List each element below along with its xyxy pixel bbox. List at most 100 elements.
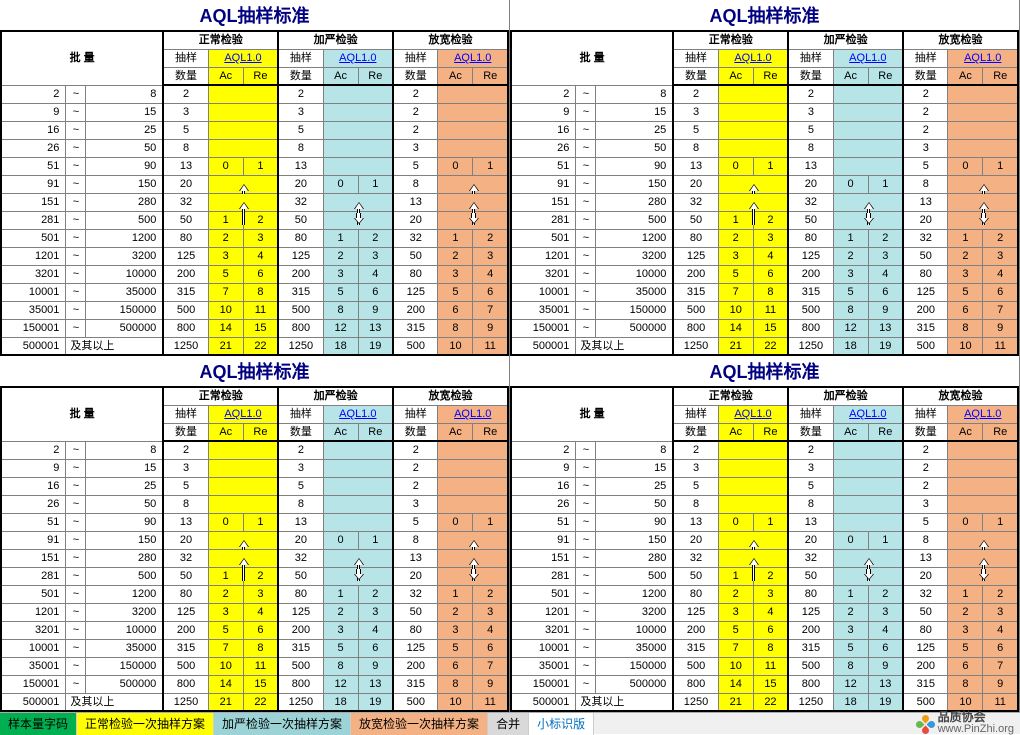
logo-text: 品质协会www.PinZhi.org [938, 712, 1014, 735]
table-row: 9~15 3 3 2 [1, 459, 508, 477]
table-row: 10001~35000 31578 31556 12556 [511, 639, 1018, 657]
sheet-tab[interactable]: 小标识版 [529, 713, 594, 735]
table-row: 10001~35000 31578 31556 12556 [1, 639, 508, 657]
table-row: 1201~3200 12534 12523 5023 [1, 247, 508, 265]
reduced-header: 放宽检验 [393, 387, 508, 405]
table-row: 16~25 5 5 2 [511, 121, 1018, 139]
normal-header: 正常检验 [163, 387, 278, 405]
table-row: 91~150 20 2001 8 [511, 175, 1018, 193]
table-row: 35001~150000 5001011 50089 20067 [511, 301, 1018, 319]
table-row: 151~280 32 32 13 [1, 549, 508, 567]
table-row: 501~1200 8023 8012 3212 [511, 585, 1018, 603]
table-row: 501~1200 8023 8012 3212 [1, 229, 508, 247]
sheet-tab[interactable]: 正常检验一次抽样方案 [77, 713, 214, 735]
normal-header: 正常检验 [163, 31, 278, 49]
panel-title: AQL抽样标准 [0, 356, 509, 386]
table-row: 151~280 32 32 13 [1, 193, 508, 211]
table-row: 150001~500000 8001415 8001213 31589 [1, 675, 508, 693]
table-row: 91~150 20 2001 8 [511, 531, 1018, 549]
aql-panel: AQL抽样标准 批 量 正常检验 加严检验 放宽检验 抽样AQL1.0 抽样AQ… [0, 0, 510, 356]
sheet-tab[interactable]: 放宽检验一次抽样方案 [351, 713, 488, 735]
table-row: 91~150 20 2001 8 [1, 175, 508, 193]
aql-panel: AQL抽样标准 批 量 正常检验 加严检验 放宽检验 抽样AQL1.0 抽样AQ… [510, 356, 1020, 712]
tight-header: 加严检验 [278, 387, 393, 405]
aql-table: 批 量 正常检验 加严检验 放宽检验 抽样AQL1.0 抽样AQL1.0 抽样A… [0, 386, 509, 712]
table-row: 35001~150000 5001011 50089 20067 [511, 657, 1018, 675]
table-row: 35001~150000 5001011 50089 20067 [1, 657, 508, 675]
aql-table: 批 量 正常检验 加严检验 放宽检验 抽样AQL1.0 抽样AQL1.0 抽样A… [510, 30, 1019, 356]
sheet-tab[interactable]: 加严检验一次抽样方案 [214, 713, 351, 735]
table-row: 1201~3200 12534 12523 5023 [511, 247, 1018, 265]
table-row: 9~15 3 3 2 [1, 103, 508, 121]
lot-header: 批 量 [1, 387, 163, 441]
sheet: AQL抽样标准 批 量 正常检验 加严检验 放宽检验 抽样AQL1.0 抽样AQ… [0, 0, 1020, 734]
table-row: 150001~500000 8001415 8001213 31589 [511, 319, 1018, 337]
normal-header: 正常检验 [673, 31, 788, 49]
table-row: 2~8 2 2 2 [511, 85, 1018, 103]
table-row: 51~90 1301 13 501 [1, 513, 508, 531]
table-row: 1201~3200 12534 12523 5023 [511, 603, 1018, 621]
tight-header: 加严检验 [788, 31, 903, 49]
table-row: 10001~35000 31578 31556 12556 [511, 283, 1018, 301]
table-row: 91~150 20 2001 8 [1, 531, 508, 549]
table-row: 16~25 5 5 2 [1, 477, 508, 495]
reduced-header: 放宽检验 [393, 31, 508, 49]
logo: 品质协会www.PinZhi.org [916, 712, 1020, 735]
table-row: 150001~500000 8001415 8001213 31589 [1, 319, 508, 337]
table-row: 150001~500000 8001415 8001213 31589 [511, 675, 1018, 693]
table-row: 281~500 5012 50 20 [511, 211, 1018, 229]
lot-header: 批 量 [511, 31, 673, 85]
table-row: 16~25 5 5 2 [1, 121, 508, 139]
normal-header: 正常检验 [673, 387, 788, 405]
table-row: 500001及其以上 12502122 12501819 5001011 [511, 337, 1018, 355]
table-row: 281~500 5012 50 20 [511, 567, 1018, 585]
table-row: 51~90 1301 13 501 [511, 513, 1018, 531]
table-row: 3201~10000 20056 20034 8034 [511, 265, 1018, 283]
reduced-header: 放宽检验 [903, 387, 1018, 405]
tight-header: 加严检验 [788, 387, 903, 405]
table-row: 9~15 3 3 2 [511, 459, 1018, 477]
quad-grid: AQL抽样标准 批 量 正常检验 加严检验 放宽检验 抽样AQL1.0 抽样AQ… [0, 0, 1020, 712]
table-row: 500001及其以上 12502122 12501819 5001011 [511, 693, 1018, 711]
table-row: 151~280 32 32 13 [511, 549, 1018, 567]
aql-panel: AQL抽样标准 批 量 正常检验 加严检验 放宽检验 抽样AQL1.0 抽样AQ… [0, 356, 510, 712]
table-row: 500001及其以上 12502122 12501819 5001011 [1, 337, 508, 355]
aql-table: 批 量 正常检验 加严检验 放宽检验 抽样AQL1.0 抽样AQL1.0 抽样A… [510, 386, 1019, 712]
sheet-tab[interactable]: 样本量字码 [0, 713, 77, 735]
table-row: 281~500 5012 50 20 [1, 567, 508, 585]
tab-bar: 样本量字码正常检验一次抽样方案加严检验一次抽样方案放宽检验一次抽样方案合并小标识… [0, 712, 1020, 734]
logo-icon [916, 715, 934, 733]
aql-panel: AQL抽样标准 批 量 正常检验 加严检验 放宽检验 抽样AQL1.0 抽样AQ… [510, 0, 1020, 356]
sheet-tab[interactable]: 合并 [488, 713, 529, 735]
table-row: 26~50 8 8 3 [511, 495, 1018, 513]
table-row: 26~50 8 8 3 [511, 139, 1018, 157]
table-row: 3201~10000 20056 20034 8034 [1, 621, 508, 639]
table-row: 2~8 2 2 2 [511, 441, 1018, 459]
table-row: 26~50 8 8 3 [1, 495, 508, 513]
reduced-header: 放宽检验 [903, 31, 1018, 49]
table-row: 500001及其以上 12502122 12501819 5001011 [1, 693, 508, 711]
table-row: 1201~3200 12534 12523 5023 [1, 603, 508, 621]
table-row: 2~8 2 2 2 [1, 85, 508, 103]
table-row: 26~50 8 8 3 [1, 139, 508, 157]
panel-title: AQL抽样标准 [510, 356, 1019, 386]
table-row: 2~8 2 2 2 [1, 441, 508, 459]
table-row: 151~280 32 32 13 [511, 193, 1018, 211]
table-row: 9~15 3 3 2 [511, 103, 1018, 121]
table-row: 501~1200 8023 8012 3212 [1, 585, 508, 603]
lot-header: 批 量 [511, 387, 673, 441]
table-row: 3201~10000 20056 20034 8034 [511, 621, 1018, 639]
table-row: 3201~10000 20056 20034 8034 [1, 265, 508, 283]
tight-header: 加严检验 [278, 31, 393, 49]
panel-title: AQL抽样标准 [510, 0, 1019, 30]
lot-header: 批 量 [1, 31, 163, 85]
table-row: 281~500 5012 50 20 [1, 211, 508, 229]
table-row: 35001~150000 5001011 50089 20067 [1, 301, 508, 319]
table-row: 10001~35000 31578 31556 12556 [1, 283, 508, 301]
table-row: 51~90 1301 13 501 [1, 157, 508, 175]
table-row: 51~90 1301 13 501 [511, 157, 1018, 175]
panel-title: AQL抽样标准 [0, 0, 509, 30]
table-row: 16~25 5 5 2 [511, 477, 1018, 495]
aql-table: 批 量 正常检验 加严检验 放宽检验 抽样AQL1.0 抽样AQL1.0 抽样A… [0, 30, 509, 356]
table-row: 501~1200 8023 8012 3212 [511, 229, 1018, 247]
